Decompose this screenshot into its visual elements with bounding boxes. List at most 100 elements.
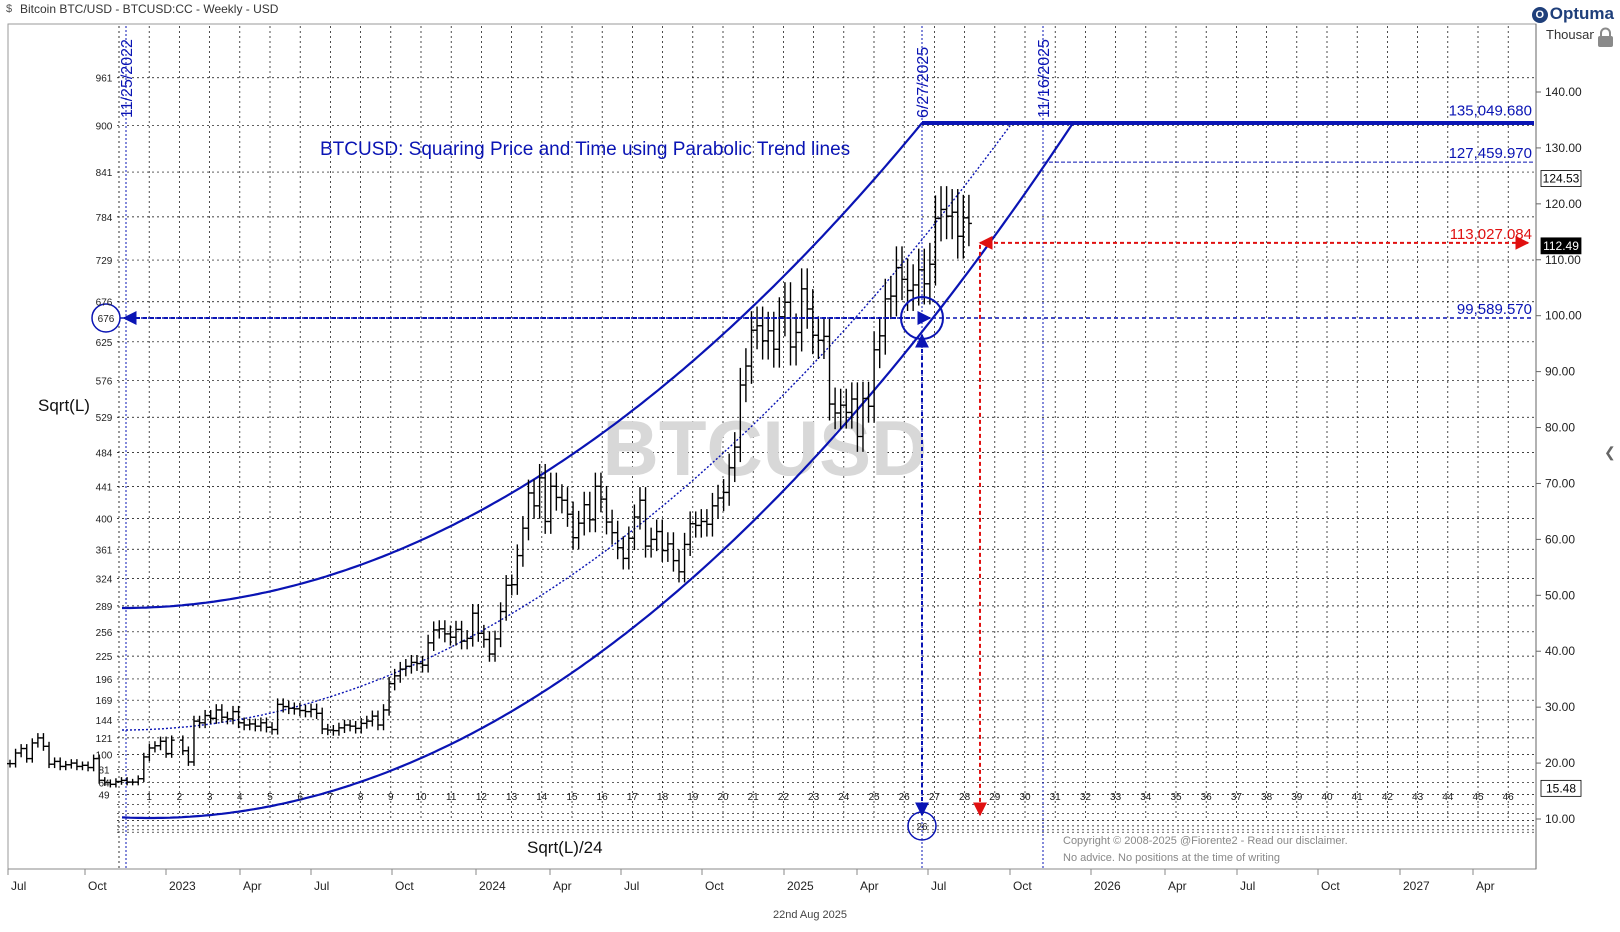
y-left-tick-289: 289: [96, 602, 113, 613]
date-tick-2024-6: 2024: [479, 879, 506, 893]
x-sqrt-tick-13: 13: [506, 792, 518, 803]
optuma-logo-icon: O: [1531, 6, 1548, 23]
date-tick-Apr-3: Apr: [243, 879, 262, 893]
optuma-brand-text: Optuma: [1549, 4, 1614, 23]
x-sqrt-tick-6: 6: [297, 792, 303, 803]
x-sqrt-tick-29: 29: [989, 792, 1001, 803]
x-sqrt-tick-8: 8: [358, 792, 364, 803]
y-right-tick-120.00: 120.00: [1545, 197, 1582, 211]
x-sqrt-tick-46: 46: [1503, 792, 1515, 803]
date-tick-2023-2: 2023: [169, 879, 196, 893]
price-bars: [7, 186, 972, 788]
date-tick-Jul-0: Jul: [11, 879, 26, 893]
y-right-tick-80.00: 80.00: [1545, 421, 1575, 435]
date-tick-Oct-1: Oct: [88, 879, 107, 893]
date-tick-Apr-11: Apr: [860, 879, 879, 893]
level-label-level-99589: 99,589.570: [1457, 301, 1532, 318]
date-tick-Oct-13: Oct: [1013, 879, 1032, 893]
y-right-tick-30.00: 30.00: [1545, 700, 1575, 714]
lock-icon[interactable]: [1597, 27, 1614, 48]
x-sqrt-tick-38: 38: [1261, 792, 1273, 803]
x-sqrt-tick-34: 34: [1140, 792, 1152, 803]
left-axis-label: Sqrt(L): [38, 396, 90, 415]
y-left-tick-361: 361: [96, 545, 113, 556]
y-left-tick-64: 64: [98, 779, 110, 790]
x-sqrt-tick-32: 32: [1080, 792, 1092, 803]
y-left-tick-529: 529: [96, 413, 113, 424]
x-sqrt-tick-22: 22: [778, 792, 790, 803]
disclaimer-text: No advice. No positions at the time of w…: [1063, 852, 1280, 864]
y-right-tick-70.00: 70.00: [1545, 476, 1575, 490]
y-left-tick-169: 169: [96, 696, 113, 707]
collapse-panel-chevron-icon[interactable]: ❮: [1604, 444, 1616, 460]
x-sqrt-tick-10: 10: [415, 792, 427, 803]
y-right-tick-110.00: 110.00: [1545, 253, 1581, 267]
bottom-circle-label: 26: [916, 822, 928, 833]
left-circle-label: 676: [98, 314, 115, 325]
y-right-tick-100.00: 100.00: [1545, 309, 1582, 323]
y-left-tick-100: 100: [96, 750, 113, 761]
x-sqrt-tick-9: 9: [388, 792, 394, 803]
x-sqrt-tick-36: 36: [1201, 792, 1213, 803]
low-price-label-box: [1540, 779, 1582, 797]
y-right-tick-140.00: 140.00: [1545, 85, 1582, 99]
x-sqrt-tick-4: 4: [237, 792, 243, 803]
y-left-tick-484: 484: [96, 449, 113, 460]
y-left-tick-576: 576: [96, 376, 113, 387]
y-left-tick-324: 324: [96, 574, 113, 585]
left-circle: [91, 303, 121, 333]
y-right-tick-130.00: 130.00: [1545, 141, 1582, 155]
date-tick-Jul-12: Jul: [931, 879, 946, 893]
high-price-label: 124.53: [1543, 172, 1580, 186]
level-label-level-135049: 135,049.680: [1449, 103, 1532, 120]
axes: 1 2 3 4 5 6 7 8 9 10 11 12 13 14 15 16 17 18 19 20 21 22 23 24 2…: [7, 24, 1582, 893]
y-right-tick-90.00: 90.00: [1545, 365, 1575, 379]
y-left-tick-225: 225: [96, 652, 113, 663]
grid: [117, 26, 1534, 869]
date-tick-Jul-4: Jul: [314, 879, 329, 893]
price-levels: 135,049.680 127,459.970 113,027.084 99,589.…: [91, 103, 1534, 841]
x-sqrt-tick-45: 45: [1472, 792, 1484, 803]
current-price-label-box: [1540, 237, 1582, 255]
y-left-tick-900: 900: [96, 122, 113, 133]
y-left-tick-961: 961: [96, 74, 113, 85]
optuma-logo: O Optuma: [1531, 4, 1614, 24]
x-sqrt-tick-7: 7: [328, 792, 334, 803]
footer-date: 22nd Aug 2025: [772, 909, 848, 921]
date-tick-Apr-15: Apr: [1168, 879, 1187, 893]
x-sqrt-tick-39: 39: [1291, 792, 1303, 803]
middle-parabola: [122, 122, 1013, 731]
x-sqrt-tick-16: 16: [597, 792, 609, 803]
chart-header-title: Bitcoin BTC/USD - BTCUSD:CC - Weekly - U…: [20, 2, 279, 16]
date-tick-Apr-19: Apr: [1476, 879, 1495, 893]
level-label-level-127459: 127,459.970: [1449, 145, 1532, 162]
current-price-label: 112.49: [1543, 239, 1579, 253]
vertical-date-label-0: 11/25/2022: [119, 39, 136, 118]
x-sqrt-tick-2: 2: [177, 792, 183, 803]
x-sqrt-tick-1: 1: [146, 792, 152, 803]
y-right-tick-20.00: 20.00: [1545, 756, 1575, 770]
y-right-tick-10.00: 10.00: [1545, 812, 1575, 826]
lower-parabola: [121, 122, 1074, 820]
y-left-tick-625: 625: [96, 338, 113, 349]
date-tick-Oct-5: Oct: [395, 879, 414, 893]
y-right-tick-50.00: 50.00: [1545, 588, 1575, 602]
upper-parabola: [122, 122, 923, 610]
y-left-tick-841: 841: [96, 168, 113, 179]
x-sqrt-tick-37: 37: [1231, 792, 1243, 803]
x-sqrt-tick-15: 15: [566, 792, 578, 803]
bottom-axis-label: Sqrt(L)/24: [527, 838, 603, 857]
x-sqrt-tick-19: 19: [687, 792, 699, 803]
x-sqrt-tick-12: 12: [476, 792, 488, 803]
x-sqrt-tick-20: 20: [717, 792, 729, 803]
date-tick-Oct-9: Oct: [705, 879, 724, 893]
x-sqrt-tick-3: 3: [207, 792, 213, 803]
vertical-date-label-2: 11/16/2025: [1036, 39, 1053, 118]
x-sqrt-tick-35: 35: [1170, 792, 1182, 803]
low-price-label: 15.48: [1546, 781, 1576, 795]
y-left-tick-400: 400: [96, 515, 113, 526]
units-label: Thousands: [1546, 27, 1594, 42]
intersection-circle: [900, 295, 944, 340]
x-sqrt-tick-40: 40: [1321, 792, 1333, 803]
